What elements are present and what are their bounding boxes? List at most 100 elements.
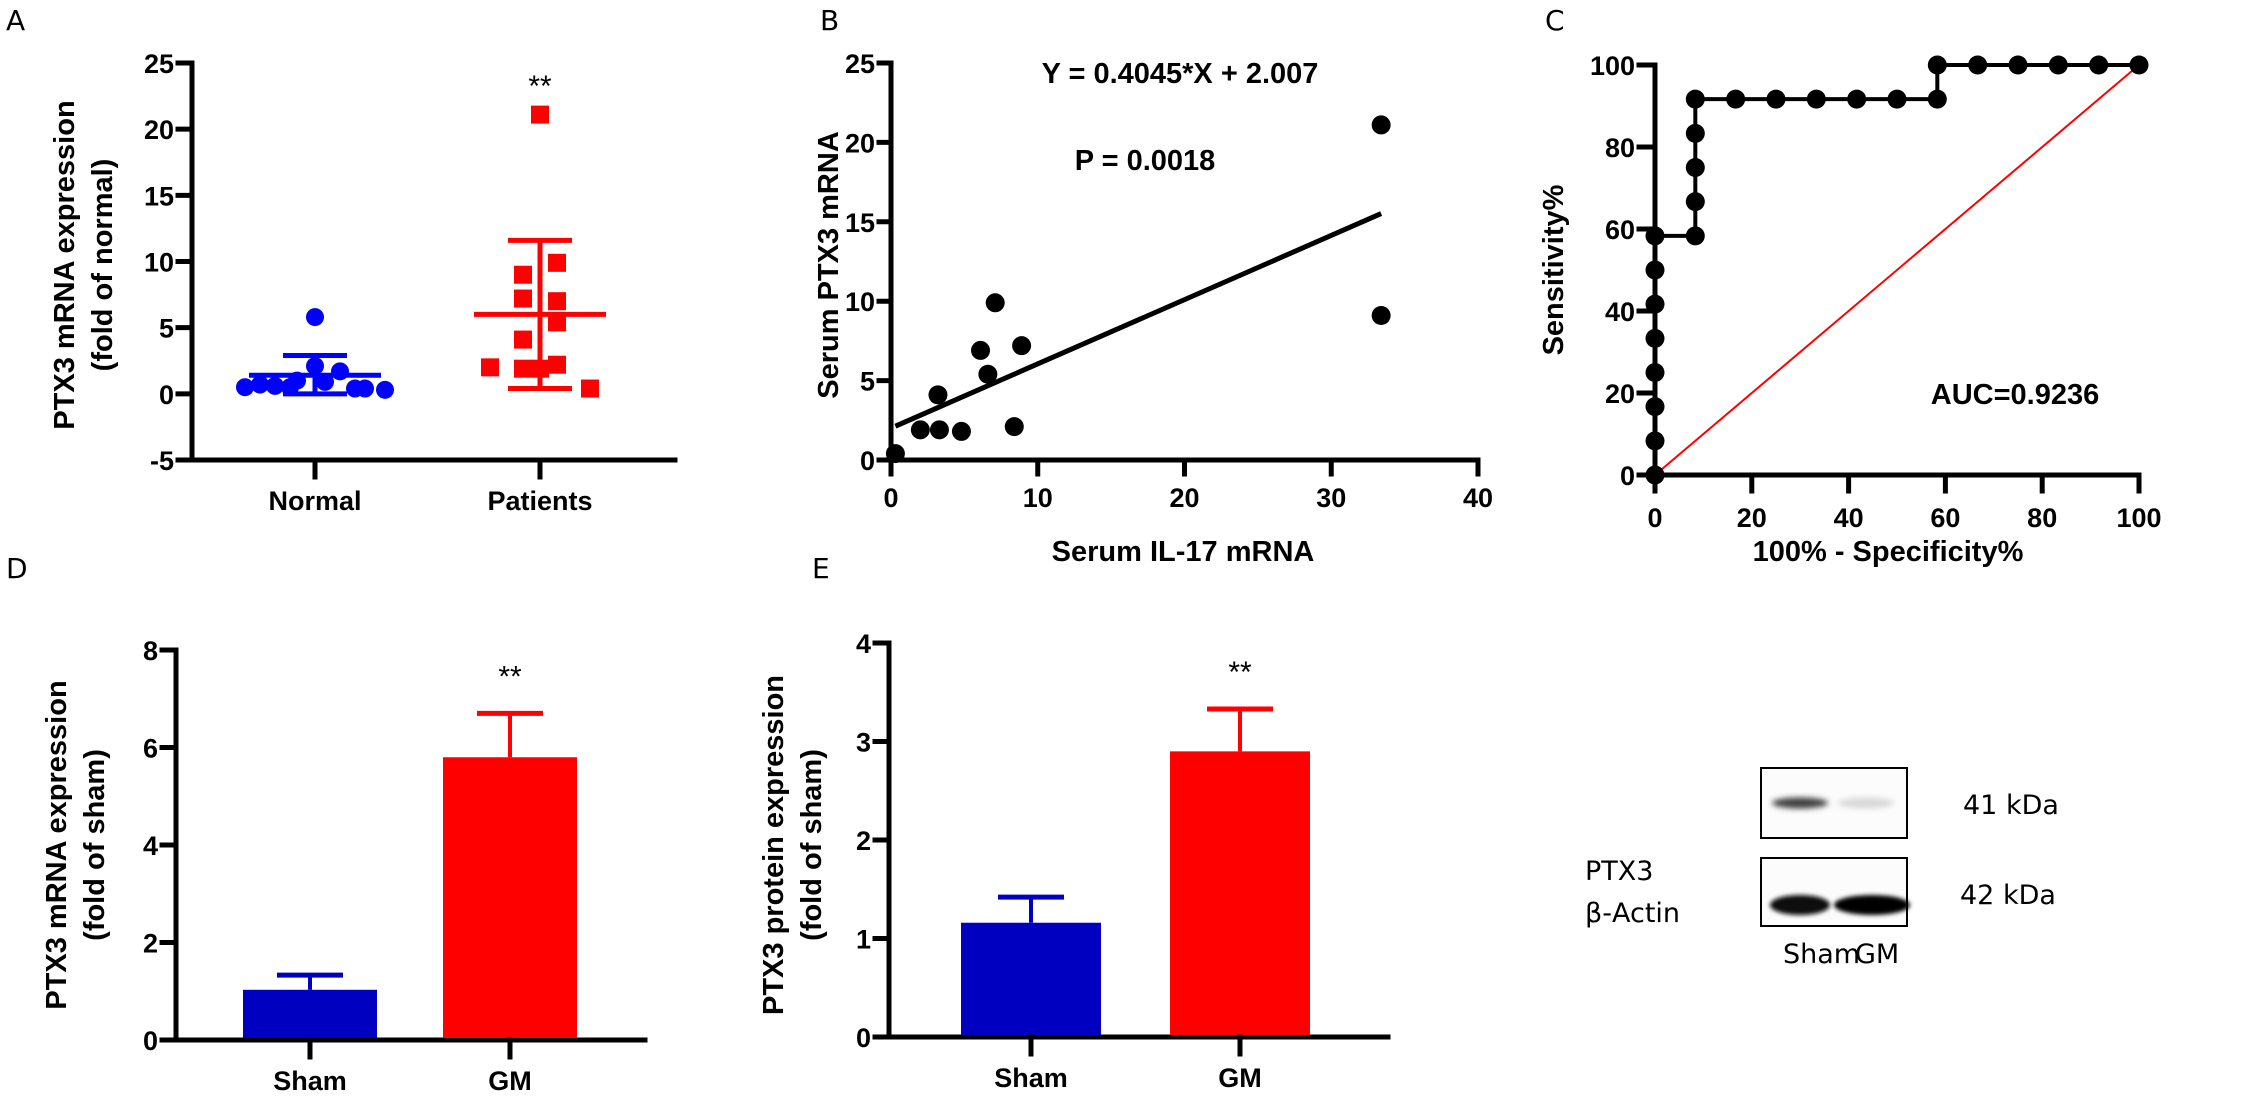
data-point: [306, 357, 324, 376]
data-point: [581, 379, 599, 398]
y-axis-subtitle: (fold of normal): [87, 159, 119, 372]
blot-frame-beta-actin: [1760, 857, 1908, 927]
x-tick-label: Sham: [994, 1063, 1068, 1093]
y-tick-label: 15: [144, 181, 174, 211]
data-point: [971, 340, 991, 360]
x-tick-label: 20: [1169, 483, 1199, 513]
panel-c-roc-curve: 0 20 40 60 80 100 0 20 40 60 80 100 Sensitivity% 100%…: [1538, 51, 2162, 568]
roc-point: [2129, 55, 2149, 75]
significance-marker: **: [1228, 656, 1252, 689]
x-tick-label: GM: [1218, 1063, 1262, 1093]
panel-letter-c: C: [1545, 4, 1565, 37]
x-tick-label: Sham: [273, 1066, 347, 1096]
x-axis-title: Serum IL-17 mRNA: [1052, 536, 1315, 568]
panel-letter-e: E: [812, 552, 830, 585]
panel-e-bar-chart: 0 1 2 3 4 PTX3 protein expression (fold of sha…: [758, 629, 1391, 1093]
roc-point: [1685, 158, 1705, 177]
y-tick-label: 20: [144, 115, 174, 145]
roc-point: [2048, 55, 2068, 75]
blot-band: [1770, 895, 1830, 915]
y-tick-label: 25: [845, 49, 875, 79]
data-point: [1371, 115, 1391, 135]
x-tick-label: 0: [883, 483, 898, 513]
y-axis-title: Sensitivity%: [1538, 184, 1570, 355]
data-point: [331, 362, 349, 381]
x-axis-title: 100% - Specificity%: [1753, 536, 2024, 568]
data-point: [514, 289, 532, 308]
roc-point: [1685, 89, 1705, 109]
y-tick-label: 40: [1605, 297, 1635, 327]
y-tick-label: 10: [845, 287, 875, 317]
roc-point: [1645, 328, 1665, 348]
y-tick-label: 0: [856, 1023, 871, 1053]
roc-point: [1645, 465, 1665, 485]
y-tick-label: -5: [150, 446, 174, 476]
y-tick-label: 0: [860, 446, 875, 476]
data-point: [548, 253, 566, 272]
roc-point: [1645, 363, 1665, 382]
data-point: [531, 359, 549, 378]
x-tick-label: 10: [1023, 483, 1053, 513]
data-point: [514, 359, 532, 378]
regression-line: [894, 211, 1383, 429]
data-point: [236, 378, 254, 397]
roc-point: [1766, 89, 1786, 109]
p-value: P = 0.0018: [1075, 145, 1216, 177]
x-tick-label: 0: [1647, 503, 1662, 533]
y-tick-label: 10: [144, 248, 174, 278]
data-point: [316, 372, 334, 391]
bar: [961, 922, 1101, 1035]
y-tick-label: 80: [1605, 133, 1635, 163]
data-point: [481, 358, 499, 377]
y-tick-label: 1: [856, 925, 871, 955]
x-tick-label: 60: [1930, 503, 1960, 533]
blot-label-beta-actin: β-Actin: [1585, 898, 1680, 929]
data-point: [885, 444, 905, 464]
roc-point: [1968, 55, 1988, 75]
roc-point: [1685, 226, 1705, 246]
y-axis-title: PTX3 mRNA expression: [49, 100, 81, 429]
y-tick-label: 5: [860, 367, 875, 397]
roc-point: [1645, 294, 1665, 314]
roc-point: [1806, 89, 1826, 109]
y-axis-title: PTX3 protein expression: [758, 675, 790, 1015]
data-point: [306, 308, 324, 327]
blot-size-beta-actin: 42 kDa: [1960, 880, 2056, 911]
roc-point: [2089, 55, 2109, 75]
y-tick-label: 5: [159, 314, 174, 344]
blot-size-ptx3: 41 kDa: [1963, 790, 2059, 821]
auc-label: AUC=0.9236: [1931, 379, 2099, 411]
y-tick-label: 0: [143, 1026, 158, 1056]
y-tick-label: 25: [144, 49, 174, 79]
y-tick-label: 60: [1605, 215, 1635, 245]
y-tick-label: 3: [856, 728, 871, 758]
panel-b-correlation-plot: 0 5 10 15 20 25 0 10 20 30 40 Serum PTX3 mRNA Serum …: [813, 49, 1493, 568]
x-tick-label: 80: [2027, 503, 2057, 533]
y-axis-subtitle: (fold of sham): [796, 749, 828, 941]
data-point: [531, 105, 549, 124]
significance-marker: **: [528, 70, 552, 103]
data-point: [985, 293, 1005, 313]
data-point: [548, 355, 566, 374]
x-tick-label: 30: [1316, 483, 1346, 513]
roc-point: [1645, 260, 1665, 280]
data-point: [376, 380, 394, 399]
roc-point: [1726, 89, 1746, 109]
panel-a-scatter-plot: -5 0 5 10 15 20 25 PTX3 mRNA expression (fold of…: [49, 49, 678, 516]
data-point: [928, 385, 948, 405]
y-axis-title: Serum PTX3 mRNA: [813, 131, 845, 399]
western-blot: PTX3 β-Actin 41 kDa 42 kDa Sham GM: [1585, 767, 2059, 970]
panel-letter-a: A: [6, 4, 25, 37]
roc-point: [1645, 397, 1665, 417]
blot-lane-label-gm: GM: [1855, 939, 1899, 970]
panel-letter-b: B: [820, 4, 839, 37]
roc-point: [1645, 431, 1665, 451]
reference-diagonal-line: [1654, 64, 2140, 476]
y-tick-label: 6: [143, 734, 158, 764]
x-tick-label: 40: [1834, 503, 1864, 533]
blot-band: [1838, 797, 1894, 809]
x-tick-label: GM: [488, 1066, 532, 1096]
y-tick-label: 2: [143, 929, 158, 959]
data-point: [951, 421, 971, 441]
data-point: [251, 375, 269, 394]
